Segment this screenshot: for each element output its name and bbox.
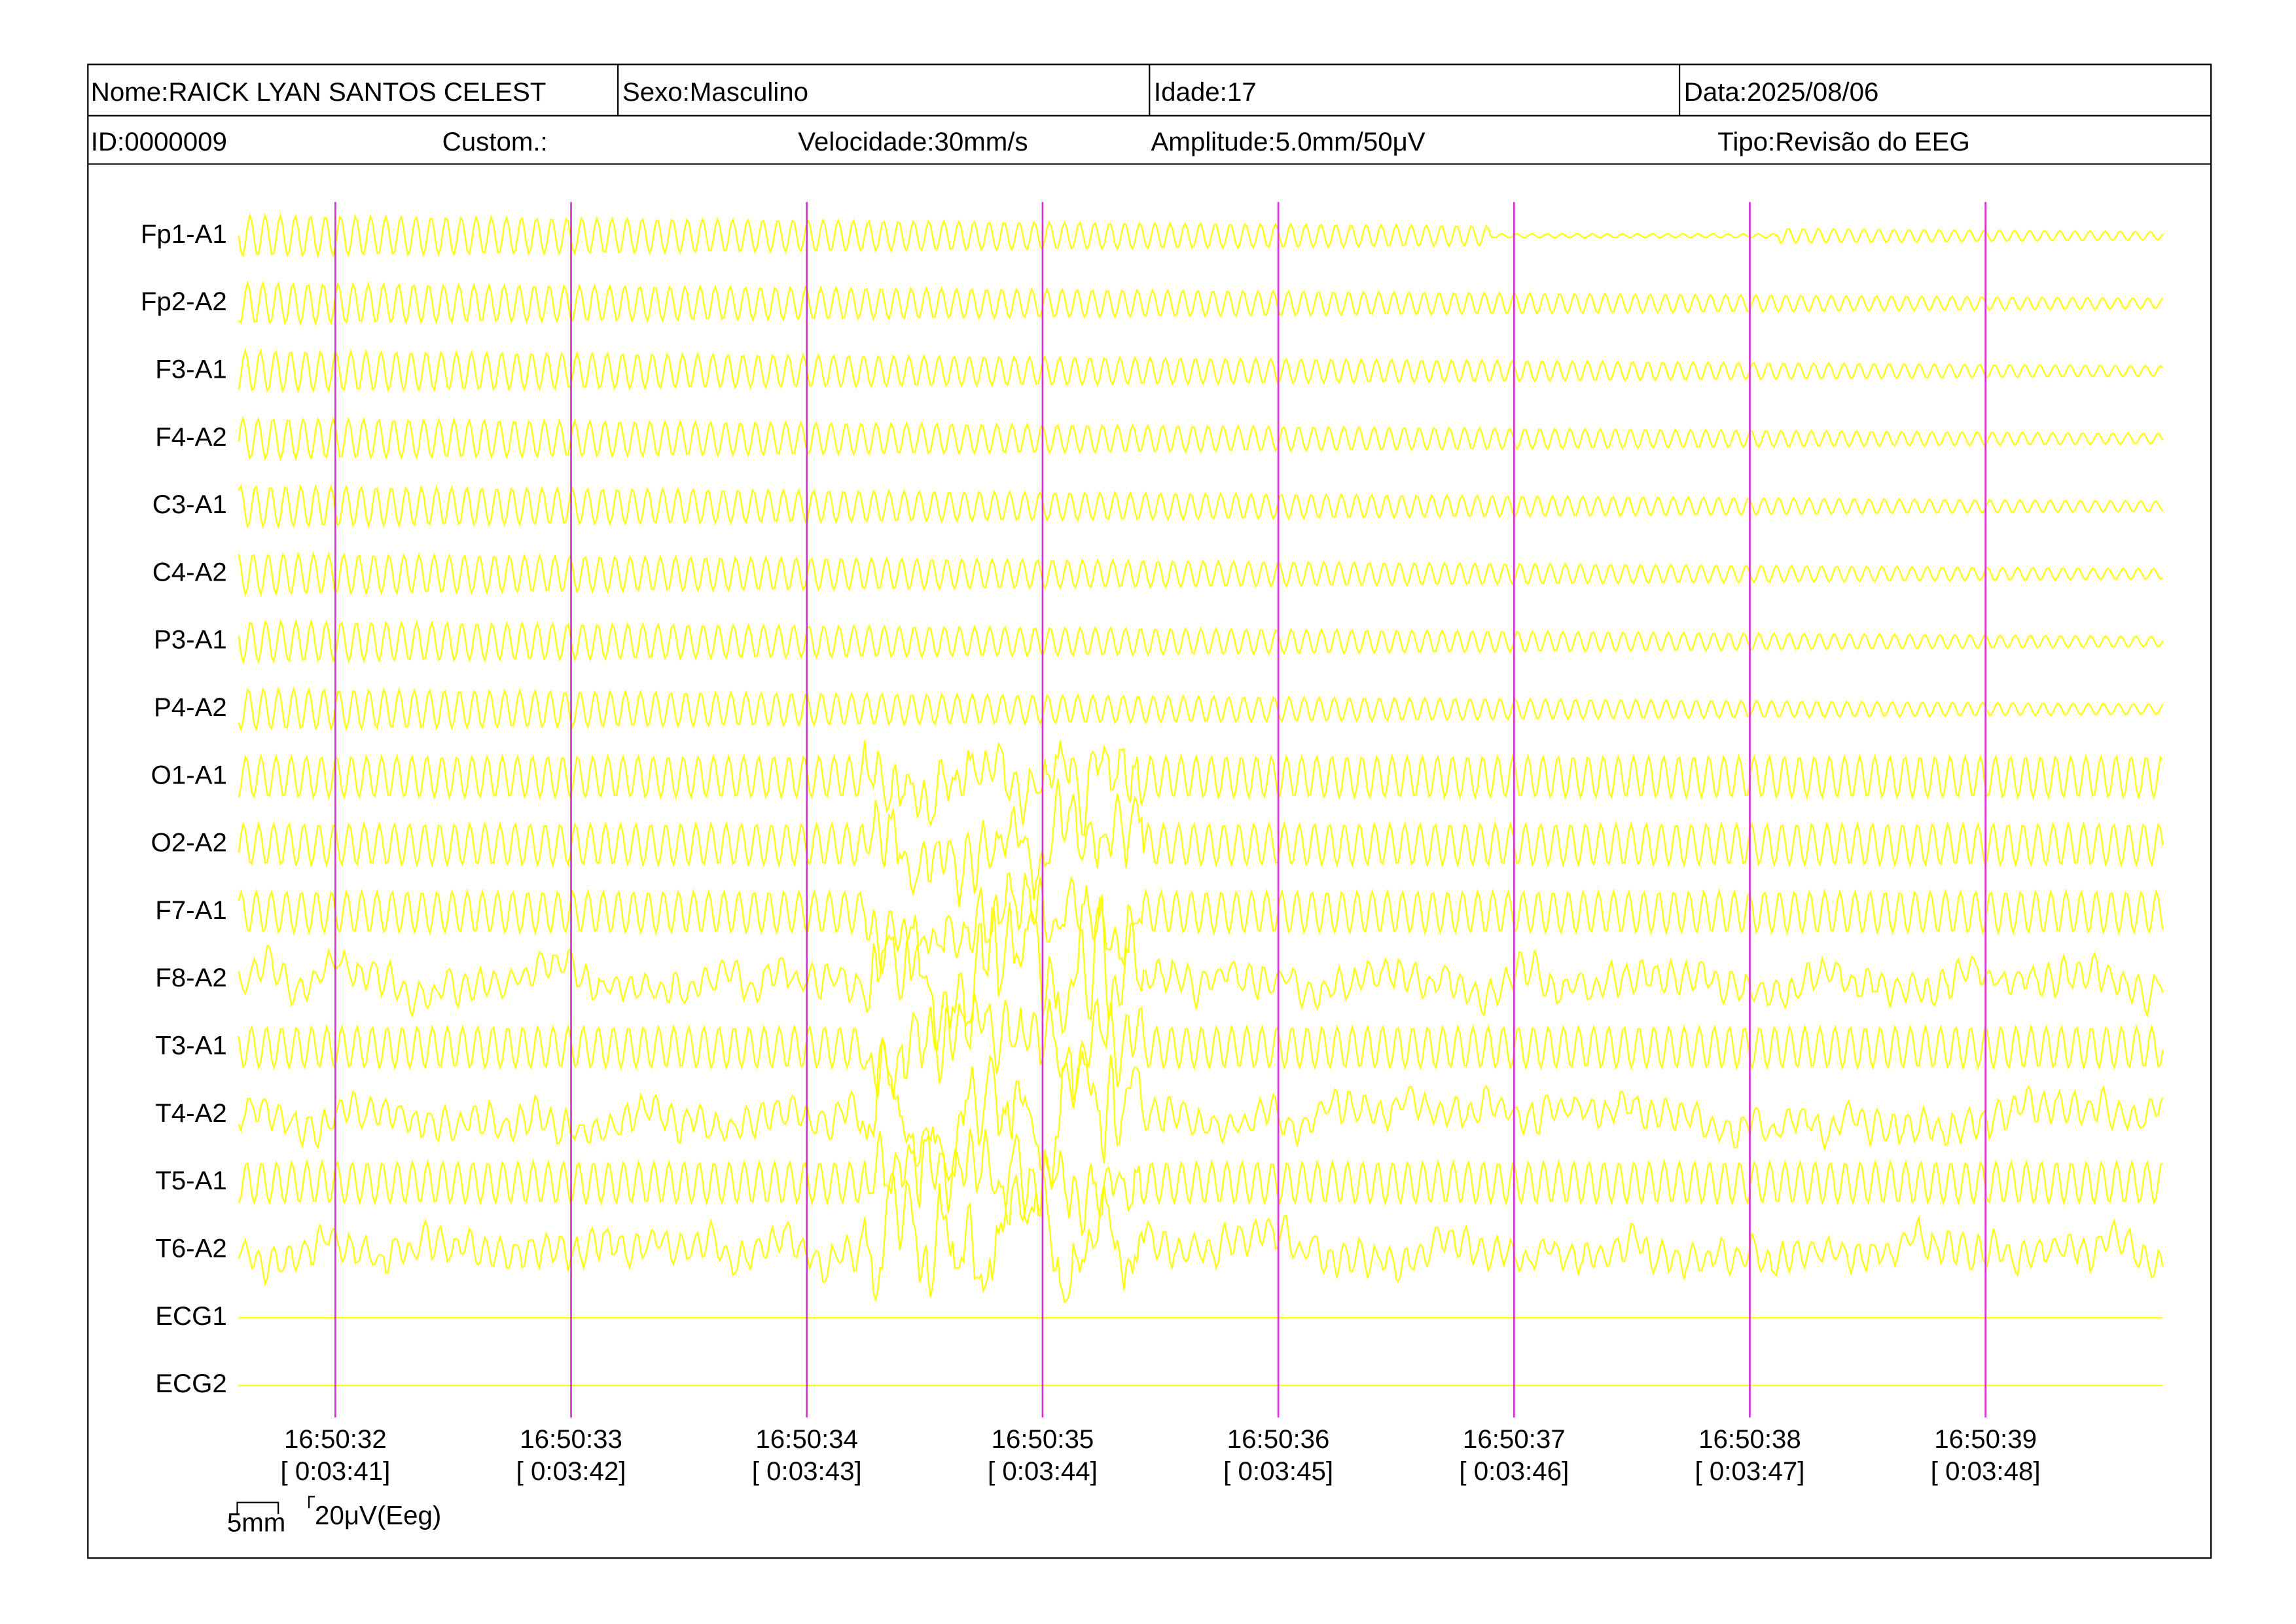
time-elapsed: [ 0:03:47] (1695, 1456, 1805, 1486)
eeg-trace (238, 779, 2164, 907)
channel-label: P3-A1 (154, 625, 227, 655)
time-clock: 16:50:39 (1934, 1424, 2037, 1454)
eeg-trace (238, 1133, 2164, 1303)
eeg-trace (238, 872, 2164, 981)
eeg-trace (238, 416, 2164, 462)
header-field: Tipo:Revisão do EEG (1717, 127, 1970, 156)
scale-amplitude: 20μV(Eeg) (315, 1500, 441, 1530)
time-clock: 16:50:33 (520, 1424, 622, 1454)
header-field: Sexo:Masculino (622, 77, 808, 107)
channel-label: O2-A2 (151, 828, 227, 857)
time-clock: 16:50:38 (1698, 1424, 1801, 1454)
channel-label: O1-A1 (151, 760, 227, 789)
header-field: Data:2025/08/06 (1684, 77, 1879, 107)
eeg-trace (238, 895, 2164, 1084)
eeg-trace (238, 551, 2163, 598)
header-field: Idade:17 (1154, 77, 1257, 107)
time-clock: 16:50:35 (992, 1424, 1094, 1454)
eeg-trace (238, 213, 2164, 259)
time-clock: 16:50:37 (1463, 1424, 1566, 1454)
eeg-trace (238, 991, 2164, 1109)
channel-label: ECG2 (155, 1369, 227, 1398)
eeg-trace (238, 1036, 2164, 1208)
channel-label: Fp1-A1 (141, 219, 227, 249)
eeg-trace (238, 1127, 2164, 1237)
channel-label: F8-A2 (155, 963, 227, 992)
channel-label: T5-A1 (155, 1166, 227, 1195)
header-field: Velocidade:30mm/s (798, 127, 1028, 156)
eeg-trace (238, 686, 2164, 732)
time-clock: 16:50:34 (755, 1424, 858, 1454)
amplitude-bar (308, 1496, 315, 1509)
eeg-trace (238, 280, 2164, 327)
time-elapsed: [ 0:03:44] (988, 1456, 1098, 1486)
channel-label: P4-A2 (154, 693, 227, 722)
scale-length: 5mm (227, 1508, 285, 1538)
time-elapsed: [ 0:03:46] (1459, 1456, 1569, 1486)
channel-label: T6-A2 (155, 1233, 227, 1263)
time-clock: 16:50:32 (284, 1424, 387, 1454)
time-elapsed: [ 0:03:42] (516, 1456, 626, 1486)
time-elapsed: [ 0:03:48] (1931, 1456, 2041, 1486)
channel-label: F3-A1 (155, 354, 227, 384)
time-clock: 16:50:36 (1227, 1424, 1330, 1454)
eeg-trace (238, 484, 2164, 530)
channel-label: C4-A2 (152, 557, 227, 586)
traces (238, 213, 2164, 1386)
time-elapsed: [ 0:03:43] (752, 1456, 862, 1486)
eeg-trace (238, 619, 2164, 665)
channel-label: Fp2-A2 (141, 287, 227, 316)
time-elapsed: [ 0:03:41] (280, 1456, 390, 1486)
eeg-trace (238, 740, 2164, 837)
channel-label: T3-A1 (155, 1031, 227, 1060)
time-elapsed: [ 0:03:45] (1223, 1456, 1333, 1486)
channel-label: ECG1 (155, 1301, 227, 1331)
header-field: Custom.: (442, 127, 548, 156)
eeg-trace (238, 348, 2164, 394)
header-field: Amplitude:5.0mm/50μV (1151, 127, 1425, 156)
channel-label: C3-A1 (152, 490, 227, 519)
scale-bar (236, 1502, 279, 1515)
header-field: Nome:RAICK LYAN SANTOS CELEST (91, 77, 547, 107)
channel-label: F7-A1 (155, 895, 227, 925)
channel-label: T4-A2 (155, 1098, 227, 1128)
header-field: ID:0000009 (91, 127, 227, 156)
overlay (334, 202, 1986, 1418)
channel-label: F4-A2 (155, 422, 227, 452)
